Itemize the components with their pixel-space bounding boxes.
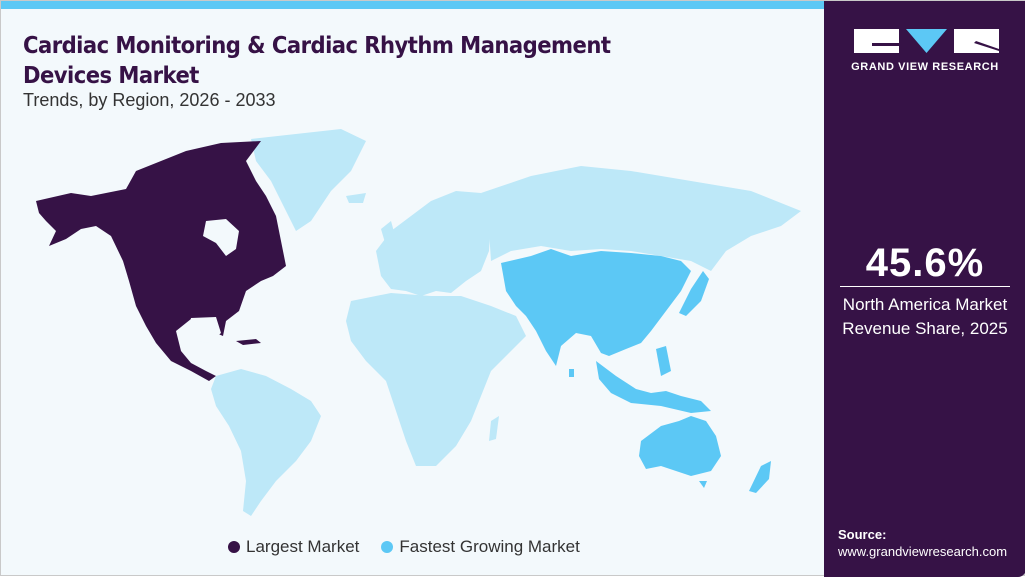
- world-map: [36, 129, 801, 516]
- region-new-zealand: [749, 461, 771, 493]
- region-tasmania: [699, 481, 707, 488]
- region-australia: [639, 416, 721, 476]
- hudson-bay: [203, 219, 239, 256]
- stat-label: North America Market Revenue Share, 2025: [824, 293, 1025, 341]
- region-philippines: [656, 346, 671, 376]
- region-southeast-asia: [596, 361, 711, 413]
- region-sri-lanka: [569, 369, 574, 377]
- page-title: Cardiac Monitoring & Cardiac Rhythm Mana…: [23, 31, 611, 91]
- region-middle-east-africa: [346, 293, 526, 466]
- gulf-of-mexico: [189, 317, 221, 343]
- source-label: Source:: [838, 527, 887, 542]
- region-russia: [481, 166, 801, 271]
- gvr-logo-icon: [854, 29, 999, 53]
- region-uk: [381, 221, 396, 246]
- legend-item-fastest-growing: Fastest Growing Market: [381, 537, 580, 557]
- source-url: www.grandviewresearch.com: [838, 544, 1008, 559]
- legend-dot-largest-icon: [228, 541, 240, 553]
- stat-label-line-1: North America Market: [842, 295, 1008, 314]
- page-subtitle: Trends, by Region, 2026 - 2033: [23, 90, 276, 110]
- region-south-america: [211, 369, 321, 516]
- region-iceland: [346, 193, 366, 203]
- region-greenland: [251, 129, 366, 231]
- region-japan: [679, 271, 709, 316]
- region-north-america: [36, 141, 286, 381]
- legend-label-fastest: Fastest Growing Market: [399, 537, 580, 556]
- accent-bar: [1, 1, 824, 9]
- region-caribbean: [236, 339, 261, 345]
- legend-dot-fastest-icon: [381, 541, 394, 553]
- region-asia-pacific: [501, 249, 691, 366]
- stat-divider: [840, 286, 1010, 287]
- region-madagascar: [489, 416, 499, 441]
- logo-wordmark: GRAND VIEW RESEARCH: [851, 61, 999, 73]
- title-line-1: Cardiac Monitoring & Cardiac Rhythm Mana…: [23, 33, 611, 59]
- region-europe: [376, 191, 491, 296]
- legend-label-largest: Largest Market: [246, 537, 360, 556]
- title-line-2: Devices Market: [23, 63, 199, 89]
- stat-label-line-2: Revenue Share, 2025: [842, 319, 1008, 338]
- legend-item-largest-market: Largest Market: [228, 537, 359, 557]
- sidebar-panel: GRAND VIEW RESEARCH 45.6% North America …: [824, 1, 1025, 577]
- map-legend: Largest Market Fastest Growing Market: [228, 537, 580, 557]
- stat-value: 45.6%: [865, 241, 985, 285]
